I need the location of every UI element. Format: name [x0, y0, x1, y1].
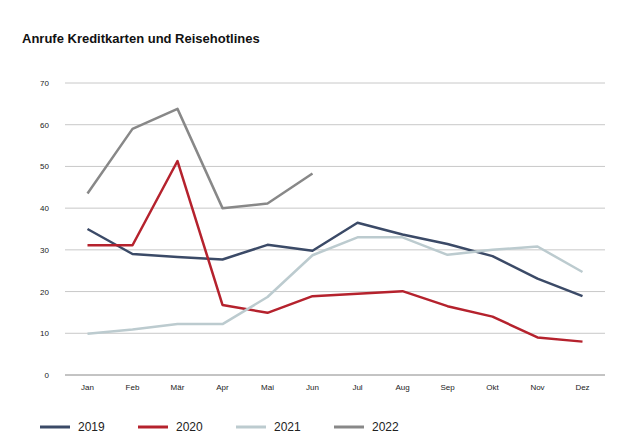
grid-line [65, 249, 605, 250]
legend-label: 2022 [372, 420, 399, 434]
legend-swatch [40, 426, 70, 429]
legend-swatch [138, 426, 168, 429]
x-tick-label: Jul [352, 383, 362, 392]
legend-swatch [236, 426, 266, 429]
y-tick-label: 30 [40, 246, 49, 255]
legend-label: 2019 [78, 420, 105, 434]
grid-line [65, 124, 605, 125]
series-line [88, 237, 583, 333]
y-tick-label: 20 [40, 288, 49, 297]
y-tick-label: 40 [40, 204, 49, 213]
y-tick-label: 70 [40, 79, 49, 88]
y-tick-label: 0 [45, 371, 50, 380]
chart-root: Anrufe Kreditkarten und Reisehotlines 0 10… [0, 0, 640, 448]
chart-svg: Anrufe Kreditkarten und Reisehotlines 0 10… [0, 0, 640, 448]
series-line [88, 161, 583, 342]
x-tick-label: Mai [261, 383, 274, 392]
x-tick-label: Jun [306, 383, 319, 392]
x-tick-label: Okt [486, 383, 499, 392]
grid-line [65, 375, 605, 376]
legend-label: 2020 [176, 420, 203, 434]
series-lines [88, 109, 583, 342]
y-tick-label: 10 [40, 329, 49, 338]
grid-line [65, 208, 605, 209]
grid-line [65, 291, 605, 292]
legend-swatch [334, 426, 364, 429]
x-tick-label: Feb [126, 383, 140, 392]
x-tick-label: Mär [171, 383, 185, 392]
series-line [88, 223, 583, 296]
x-tick-label: Dez [575, 383, 589, 392]
x-tick-label: Nov [530, 383, 544, 392]
title: Anrufe Kreditkarten und Reisehotlines [22, 31, 260, 46]
grid [65, 83, 605, 375]
x-tick-label: Sep [440, 383, 455, 392]
legend-label: 2021 [274, 420, 301, 434]
grid-line [65, 166, 605, 167]
x-tick-label: Aug [395, 383, 409, 392]
series-line [88, 109, 313, 208]
grid-line [65, 83, 605, 84]
x-tick-label: Apr [216, 383, 229, 392]
y-tick-label: 50 [40, 162, 49, 171]
grid-line [65, 333, 605, 334]
x-tick-label: Jan [81, 383, 94, 392]
y-tick-label: 60 [40, 121, 49, 130]
